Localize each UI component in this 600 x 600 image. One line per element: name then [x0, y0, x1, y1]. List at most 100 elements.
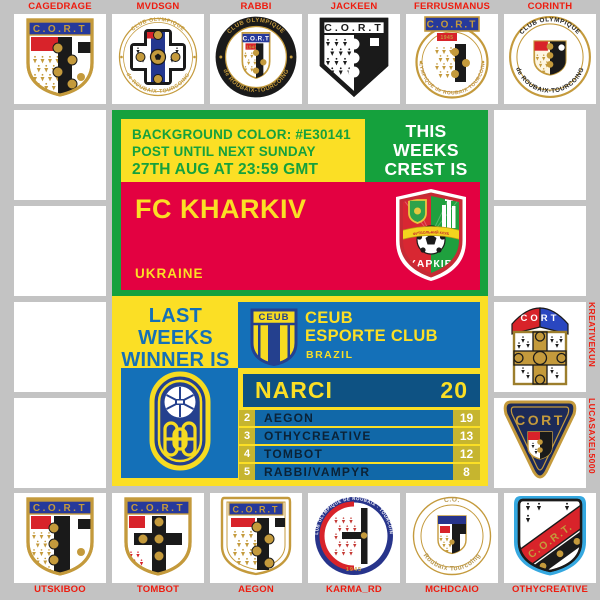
crest-othycreative-icon: C.O.R.T.: [511, 493, 589, 583]
first-place-name: NARCI: [255, 377, 333, 403]
player-name: RABBI/VAMPYR: [255, 464, 453, 480]
participant-name-label: MVDSGN: [136, 1, 180, 12]
leaderboard-row: 5 RABBI/VAMPYR 8: [239, 464, 480, 480]
crest-utskiboo-icon: C.O.R.T: [21, 494, 99, 583]
player-name: AEGON: [255, 410, 453, 426]
svg-text:C.O.R.T: C.O.R.T: [33, 503, 87, 514]
featured-club-country: UKRAINE: [135, 266, 204, 281]
svg-text:CEUB: CEUB: [259, 312, 290, 323]
crest-mchdcaio-icon: C.O. Roubaix Tourcoing: [410, 494, 494, 583]
crest-tombot-icon: C.O.R.T: [119, 494, 197, 583]
empty-cell: [14, 206, 106, 296]
rank-badge: 5: [239, 464, 255, 480]
ceub-winner-crest-icon: [148, 371, 212, 476]
crest-cell-mchdcaio: C.O. Roubaix Tourcoing: [406, 493, 498, 583]
winner-crest-box: [121, 368, 238, 478]
participant-name-label: CORINTH: [527, 1, 573, 12]
participant-name-label: LUCASAXEL5000: [587, 398, 597, 475]
participant-name-label: RABBI: [240, 1, 272, 12]
crest-cell-tombot: C.O.R.T: [112, 493, 204, 583]
crest-mvdsgn-icon: CLUB OLYMPIQUE de ROUBAIX-TOURCOING: [116, 15, 200, 104]
crest-rabbi-icon: CLUB OLYMPIQUE de ROUBAIX-TOURCOING C.O.R…: [214, 15, 298, 104]
crest-cell-othycreative: C.O.R.T.: [504, 493, 596, 583]
participant-name-label: UTSKIBOO: [34, 584, 86, 595]
empty-cell: [494, 110, 586, 200]
participant-name-label: TOMBOT: [136, 584, 180, 595]
svg-text:CORT: CORT: [521, 313, 560, 324]
player-score: 19: [453, 410, 480, 426]
leaderboard-first-row: NARCI 20: [243, 374, 480, 407]
participant-name-label: KREATIVEKUN: [587, 302, 597, 368]
svg-text:C.O.R.T: C.O.R.T: [427, 19, 478, 30]
rank-badge: 4: [239, 446, 255, 462]
svg-text:CORT: CORT: [515, 412, 565, 428]
winner-club-card: CEUB CEUB ESPORTE CLUB BRAZIL: [238, 302, 480, 368]
participant-name-label: FERRUSMANUS: [413, 1, 491, 12]
empty-cell: [494, 206, 586, 296]
this-weeks-line: CREST IS: [384, 159, 468, 179]
this-weeks-line: THIS: [405, 121, 447, 141]
crest-cell-kreativekun: CORT: [494, 302, 586, 392]
svg-text:C.O.R.T: C.O.R.T: [233, 504, 280, 514]
player-score: 8: [453, 464, 480, 480]
winner-club-name: CEUB ESPORTE CLUB: [305, 309, 438, 345]
svg-text:1945: 1945: [346, 567, 362, 573]
empty-cell: [14, 110, 106, 200]
this-weeks-crest-label: THIS WEEKS CREST IS: [370, 122, 482, 179]
participant-name-label: JACKEEN: [330, 1, 378, 12]
crest-cagedrage-icon: C.O.R.T: [21, 15, 99, 104]
crest-karma-icon: CLUB OLYMPIQUE DE ROUBAIX - TOURCOING 19…: [310, 493, 396, 583]
last-weeks-line: WINNER IS: [121, 349, 230, 371]
crest-cell-mvdsgn: CLUB OLYMPIQUE de ROUBAIX-TOURCOING: [112, 14, 204, 104]
leaderboard-row: 3 OTHYCREATIVE 13: [239, 428, 480, 444]
crest-cell-cagedrage: C.O.R.T: [14, 14, 106, 104]
empty-cell: [14, 398, 106, 488]
participant-name-label: KARMA_RD: [326, 584, 382, 595]
main-panel: BACKGROUND COLOR: #E30141 POST UNTIL NEX…: [112, 110, 488, 486]
crest-jackeen-icon: C.O.R.T: [315, 15, 393, 104]
leaderboard-rows: 2 AEGON 19 3 OTHYCREATIVE 13 4 TOMBOT 12…: [239, 410, 480, 480]
svg-text:C.O.R.T: C.O.R.T: [131, 503, 185, 514]
svg-text:ФУТБОЛЬНИЙ КЛУБ: ФУТБОЛЬНИЙ КЛУБ: [412, 230, 449, 236]
player-name: OTHYCREATIVE: [255, 428, 453, 444]
crest-aegon-icon: C.O.R.T: [217, 494, 295, 583]
svg-text:C.O.: C.O.: [444, 496, 461, 504]
fc-kharkiv-crest-icon: ФУТБОЛЬНИЙ КЛУБ ХАРКІВ: [388, 187, 474, 288]
svg-text:C.O.R.T: C.O.R.T: [324, 22, 384, 34]
svg-text:C.O.R.T: C.O.R.T: [243, 35, 270, 42]
announcement-box: BACKGROUND COLOR: #E30141 POST UNTIL NEX…: [121, 119, 365, 182]
participant-name-label: AEGON: [238, 584, 274, 595]
rank-badge: 3: [239, 428, 255, 444]
featured-club-name: FC KHARKIV: [135, 194, 307, 224]
svg-text:C.O.R.T: C.O.R.T: [33, 24, 87, 35]
deadline-date-line: 27TH AUG AT 23:59 GMT: [132, 161, 319, 178]
rank-badge: 2: [239, 410, 255, 426]
winner-section: LAST WEEKS WINNER IS CEUB CEUB ESPORTE C…: [112, 296, 488, 486]
svg-text:ХАРКІВ: ХАРКІВ: [409, 258, 454, 270]
announcement-section: BACKGROUND COLOR: #E30141 POST UNTIL NEX…: [112, 110, 488, 296]
crest-lucasaxel-icon: CORT: [500, 398, 580, 488]
player-score: 13: [453, 428, 480, 444]
leaderboard-row: 2 AEGON 19: [239, 410, 480, 426]
crest-cell-karma_rd: CLUB OLYMPIQUE DE ROUBAIX - TOURCOING 19…: [308, 493, 400, 583]
participant-name-label: MCHDCAIO: [425, 584, 479, 595]
crest-ferrusmanus-icon: OLYMPIQUE de ROUBAIX TOURCOING C.O.R.T 1…: [410, 14, 492, 104]
last-weeks-winner-label: LAST WEEKS WINNER IS: [112, 305, 239, 371]
leaderboard-row: 4 TOMBOT 12: [239, 446, 480, 462]
participant-name-label: CAGEDRAGE: [28, 1, 92, 12]
featured-club-card: FC KHARKIV UKRAINE ФУТБОЛЬНИЙ КЛУБ ХАРКІ…: [121, 182, 480, 290]
this-weeks-line: WEEKS: [393, 140, 459, 160]
winner-club-country: BRAZIL: [306, 349, 354, 361]
background-color-line: BACKGROUND COLOR: #E30141: [132, 127, 351, 142]
crest-cell-corinth: CLUB OLYMPIQUE de ROUBAIX-TOURCOING: [504, 14, 596, 104]
first-place-score: 20: [440, 377, 468, 403]
crest-corinth-icon: CLUB OLYMPIQUE de ROUBAIX-TOURCOING: [508, 15, 592, 104]
crest-cell-jackeen: C.O.R.T: [308, 14, 400, 104]
last-weeks-line: WEEKS: [138, 327, 213, 349]
player-name: TOMBOT: [255, 446, 453, 462]
svg-text:1945: 1945: [246, 44, 257, 49]
ceub-shield-icon: CEUB: [248, 306, 300, 371]
crest-cell-rabbi: CLUB OLYMPIQUE de ROUBAIX-TOURCOING C.O.R…: [210, 14, 302, 104]
last-weeks-line: LAST: [148, 305, 203, 327]
